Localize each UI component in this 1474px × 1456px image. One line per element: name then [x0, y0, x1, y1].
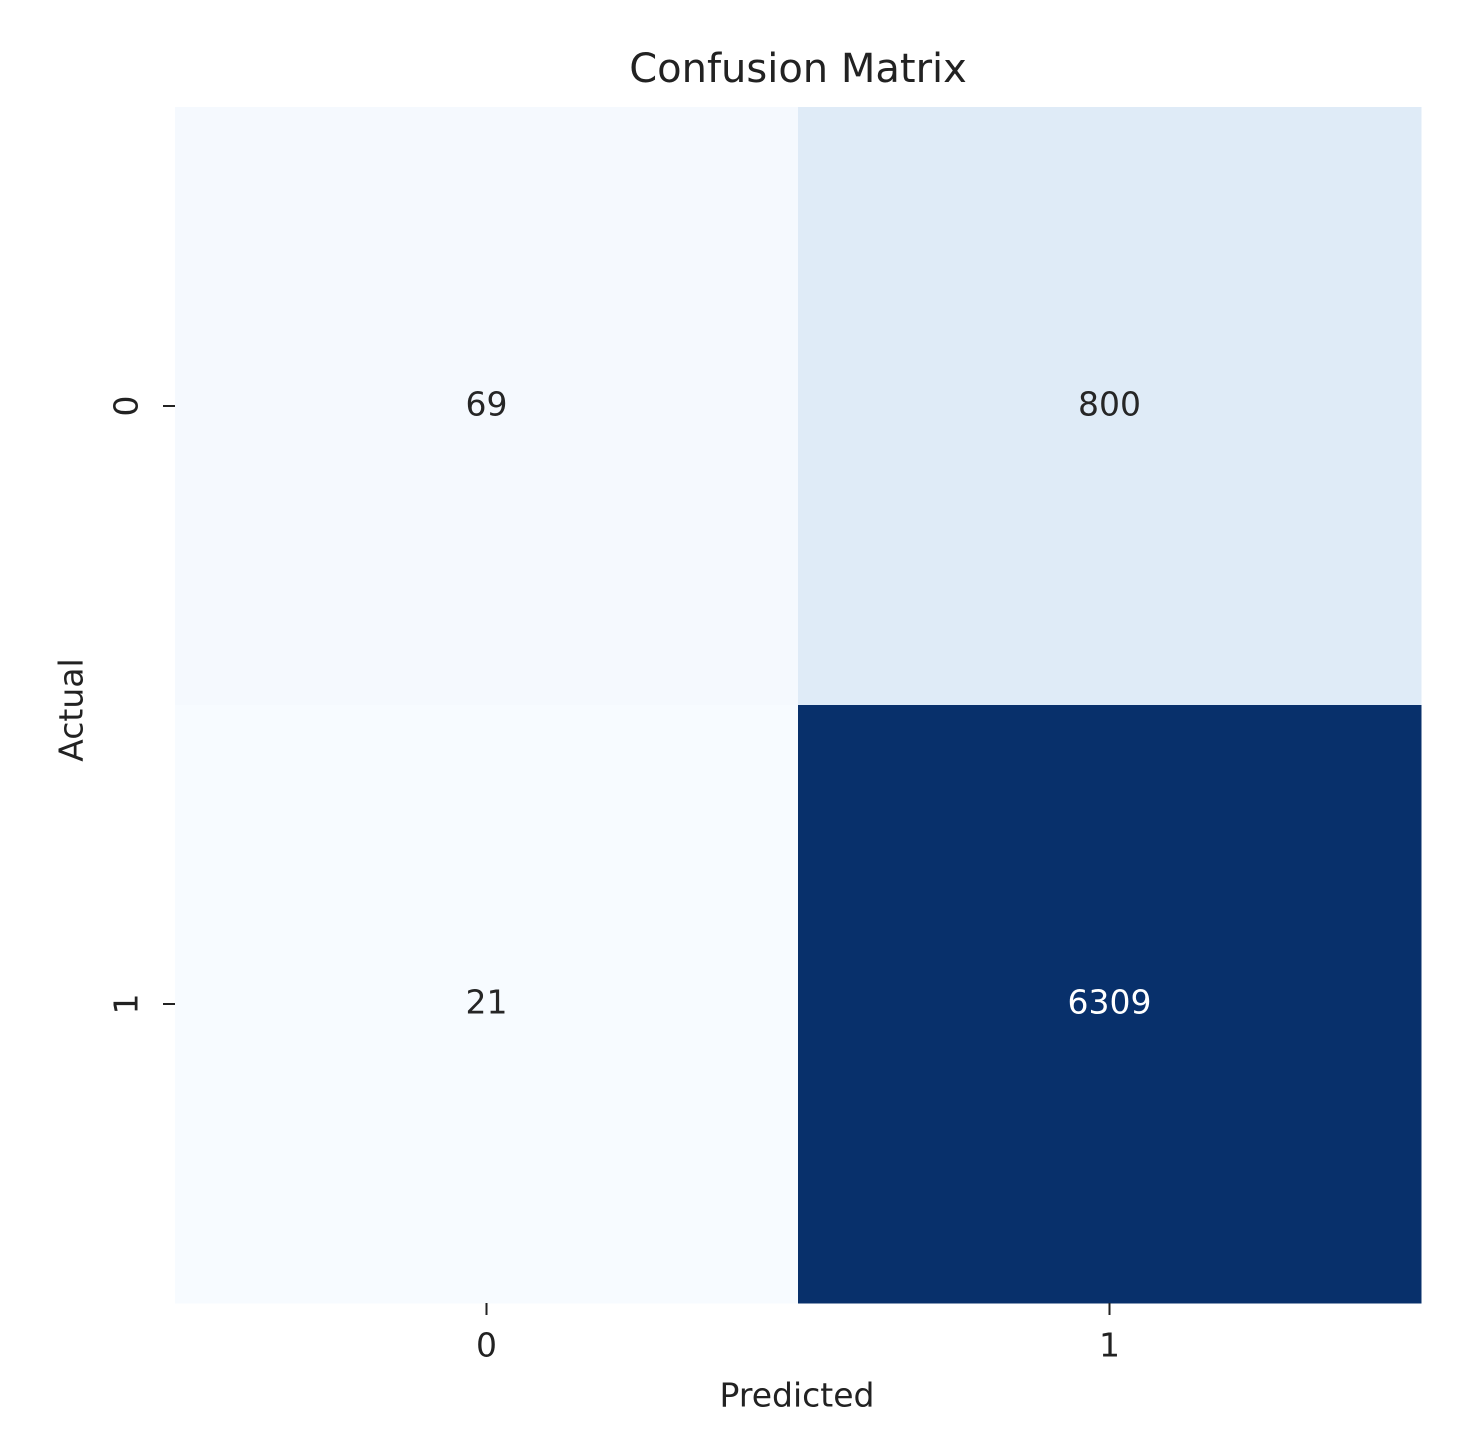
y-tick-label: 0 — [107, 396, 146, 417]
heatmap-cell — [798, 705, 1422, 1304]
cell-label: 69 — [466, 385, 508, 424]
heatmap-cell — [798, 107, 1422, 706]
heatmap-cell — [175, 705, 799, 1304]
x-tick-label: 0 — [476, 1326, 497, 1365]
y-axis-label: Actual — [52, 658, 91, 761]
y-tick-label: 1 — [107, 994, 146, 1015]
heatmap-cell — [175, 107, 799, 706]
cell-label: 6309 — [1068, 983, 1152, 1022]
x-tick-label: 1 — [1099, 1326, 1120, 1365]
cell-label: 21 — [466, 983, 508, 1022]
x-axis-label: Predicted — [720, 1376, 875, 1415]
cell-label: 800 — [1078, 385, 1141, 424]
chart-title: Confusion Matrix — [629, 46, 967, 92]
